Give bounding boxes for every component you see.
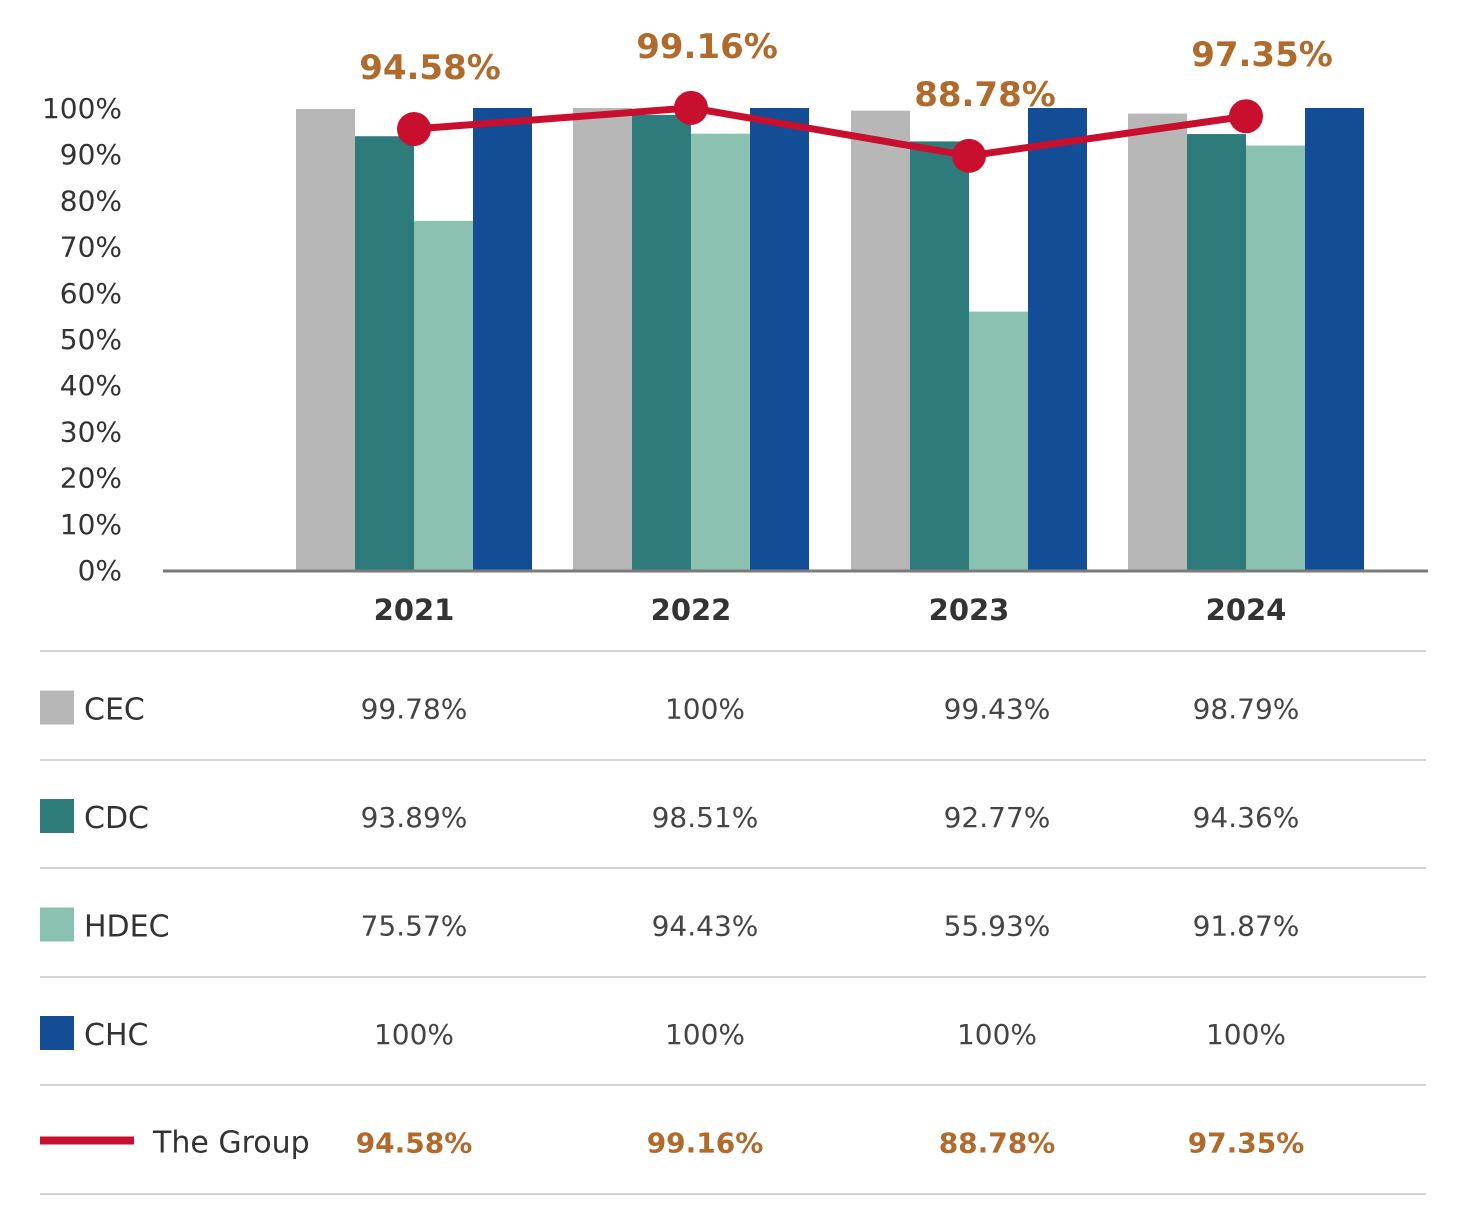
y-tick-label: 0% xyxy=(78,554,122,587)
x-tick-label: 2021 xyxy=(374,593,455,627)
legend-label: HDEC xyxy=(84,910,170,945)
bar-cec-2024 xyxy=(1128,113,1187,570)
y-tick-label: 50% xyxy=(60,323,122,356)
bar-cec-2021 xyxy=(296,109,355,570)
legend-swatch-chc xyxy=(40,1016,74,1050)
y-tick-label: 30% xyxy=(60,415,122,448)
legend-label: The Group xyxy=(152,1126,310,1161)
legend-swatch-cdc xyxy=(40,799,74,833)
group-point-2023 xyxy=(952,138,986,173)
legend-label: CDC xyxy=(84,801,149,836)
legend-label: CHC xyxy=(84,1018,148,1053)
x-tick-label: 2024 xyxy=(1206,593,1287,627)
table-cell: 99.78% xyxy=(361,693,468,726)
bar-hdec-2024 xyxy=(1246,145,1305,570)
y-tick-label: 60% xyxy=(60,277,122,310)
bar-cdc-2023 xyxy=(910,141,969,571)
table-cell: 94.43% xyxy=(652,910,759,943)
y-tick-label: 20% xyxy=(60,462,122,495)
y-axis-ticks: 100% 90% 80% 70% 60% 50% 40% 30% 20% 10% 0% xyxy=(42,92,122,587)
table-cell: 98.51% xyxy=(652,801,759,834)
group-data-label: 94.58% xyxy=(359,48,501,88)
table-cell: 100% xyxy=(665,693,745,726)
table-cell: 100% xyxy=(957,1018,1037,1051)
bar-chc-2022 xyxy=(750,108,809,570)
bar-hdec-2022 xyxy=(691,133,750,570)
bar-chc-2021 xyxy=(473,108,532,570)
bar-cdc-2024 xyxy=(1187,134,1246,570)
table-cell: 98.79% xyxy=(1193,693,1300,726)
table-cell-group: 88.78% xyxy=(939,1127,1056,1160)
bar-cec-2023 xyxy=(851,110,910,571)
table-cell: 94.36% xyxy=(1193,801,1300,834)
table-cell: 100% xyxy=(1206,1018,1286,1051)
bar-hdec-2023 xyxy=(969,311,1028,570)
bars xyxy=(296,108,1364,571)
table-cell: 91.87% xyxy=(1193,910,1300,943)
table-cell-group: 99.16% xyxy=(647,1127,764,1160)
bar-chc-2024 xyxy=(1305,108,1364,570)
x-tick-label: 2023 xyxy=(929,593,1010,627)
table-cell: 92.77% xyxy=(944,801,1051,834)
y-tick-label: 70% xyxy=(60,231,122,264)
x-tick-label: 2022 xyxy=(651,593,732,627)
table-cell: 55.93% xyxy=(944,910,1051,943)
table-cell: 99.43% xyxy=(944,693,1051,726)
group-point-2021 xyxy=(397,112,431,147)
table-cell: 93.89% xyxy=(361,801,468,834)
table-cell-group: 94.58% xyxy=(356,1127,473,1160)
table-cell: 100% xyxy=(374,1018,454,1051)
bar-hdec-2021 xyxy=(414,220,473,571)
y-tick-label: 90% xyxy=(60,138,122,171)
y-tick-label: 10% xyxy=(60,508,122,541)
bar-cdc-2022 xyxy=(632,114,691,571)
table-cell: 75.57% xyxy=(361,910,468,943)
group-point-2022 xyxy=(674,90,708,125)
group-line: 94.58% 99.16% 88.78% 97.35% xyxy=(359,27,1333,173)
bar-cec-2022 xyxy=(573,108,632,570)
group-line-path xyxy=(413,104,1247,160)
table-cell-group: 97.35% xyxy=(1188,1127,1305,1160)
bar-chc-2023 xyxy=(1028,108,1087,570)
x-axis-labels: 2021 2022 2023 2024 xyxy=(374,593,1287,627)
data-table: CEC 99.78% 100% 99.43% 98.79% CDC 93.89% 98.51%… xyxy=(40,650,1426,1195)
y-tick-label: 80% xyxy=(60,184,122,217)
group-point-2024 xyxy=(1229,99,1263,134)
group-data-label: 97.35% xyxy=(1191,35,1333,75)
y-tick-label: 40% xyxy=(60,369,122,402)
y-tick-label: 100% xyxy=(42,92,122,125)
legend-swatch-hdec xyxy=(40,907,74,942)
legend-label: CEC xyxy=(84,693,145,728)
table-cell: 100% xyxy=(665,1018,745,1051)
bar-cdc-2021 xyxy=(355,136,414,570)
legend-swatch-cec xyxy=(40,690,74,725)
group-data-label: 99.16% xyxy=(636,27,778,67)
group-data-label: 88.78% xyxy=(914,75,1056,115)
